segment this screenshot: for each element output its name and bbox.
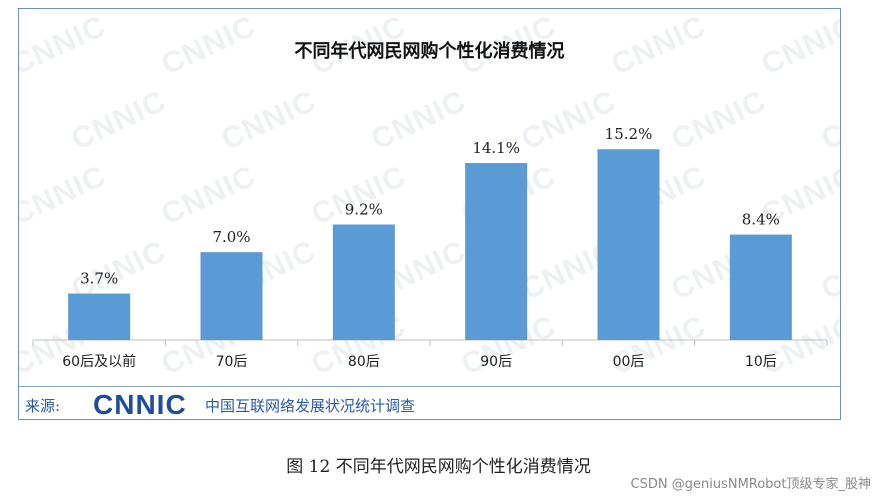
bar [465, 163, 528, 340]
data-label: 8.4% [742, 211, 780, 229]
source-organization: 中国互联网络发展状况统计调查 [205, 397, 416, 415]
data-label: 9.2% [345, 201, 383, 219]
data-label: 7.0% [212, 228, 250, 246]
svg-text:CNNIC: CNNIC [93, 391, 187, 417]
chart-frame: CNNIC CNNIC CNNIC CNNIC CNNIC CNNIC CNNIC CNNIC… [18, 8, 841, 420]
bar [68, 293, 131, 340]
bar [729, 234, 792, 340]
x-tick-label: 90后 [480, 354, 512, 370]
credit-watermark: CSDN @geniusNMRobot顶级专家_股神 [630, 477, 871, 492]
data-label: 14.1% [472, 139, 520, 157]
x-tick-label: 10后 [745, 354, 777, 370]
source-bar: 来源: CNNIC 中国互联网络发展状况统计调查 [19, 386, 840, 419]
bar [597, 149, 660, 340]
chart-title: 不同年代网民网购个性化消费情况 [294, 41, 565, 62]
bar-chart: 3.7% 60后及以前 7.0% 70后 9.2% 80后 14.1% 90后 15.2% 00后… [32, 125, 828, 370]
x-tick-label: 60后及以前 [62, 353, 136, 370]
x-tick-label: 70后 [216, 354, 248, 370]
data-label: 3.7% [80, 270, 118, 288]
bar [332, 224, 395, 340]
bar [200, 252, 263, 340]
x-tick-label: 80后 [348, 354, 380, 370]
x-tick-label: 00后 [613, 354, 645, 370]
cnnic-logo: CNNIC [93, 391, 187, 417]
figure-caption: 图 12 不同年代网民网购个性化消费情况 [286, 457, 591, 477]
data-label: 15.2% [605, 125, 653, 143]
source-label: 来源: [25, 397, 61, 415]
